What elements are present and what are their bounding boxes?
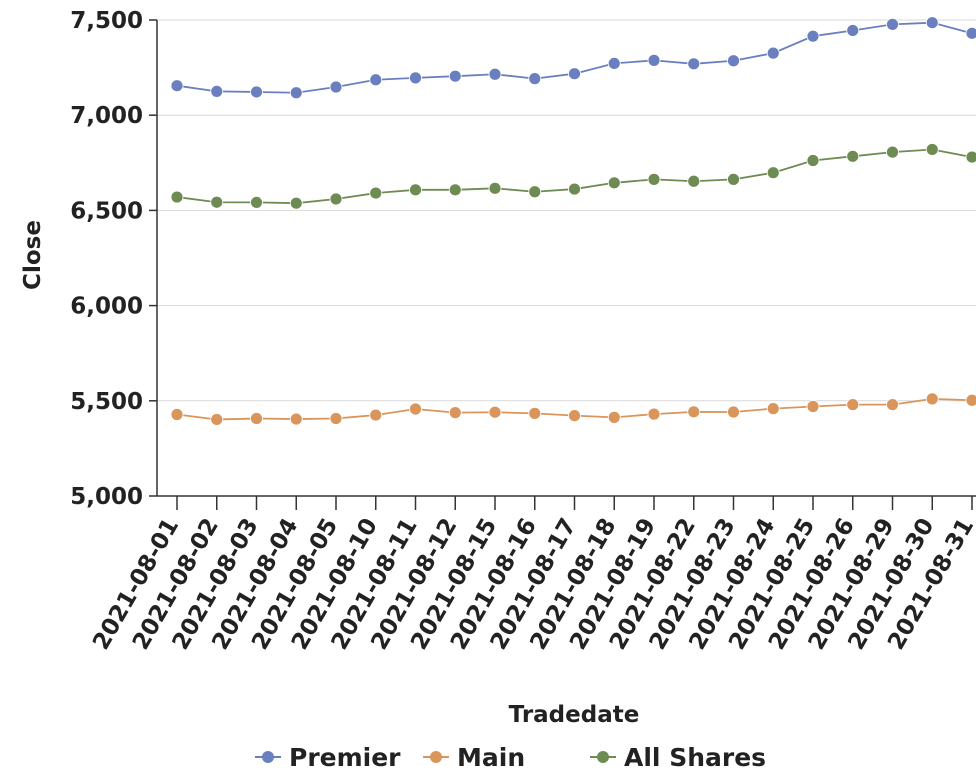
data-point-premier — [369, 73, 383, 87]
legend-marker-all-shares — [597, 751, 609, 763]
data-point-all-shares — [766, 166, 780, 180]
data-point-all-shares — [250, 196, 263, 209]
data-point-premier — [806, 29, 820, 43]
data-point-main — [329, 412, 343, 425]
axes: 5,0005,5006,0006,5007,0007,5002021-08-01… — [70, 8, 976, 654]
data-point-all-shares — [329, 192, 343, 206]
data-point-all-shares — [687, 174, 701, 188]
data-point-main — [846, 398, 860, 412]
series-premier — [170, 16, 976, 100]
data-point-all-shares — [210, 195, 224, 209]
data-point-main — [528, 406, 542, 420]
data-point-all-shares — [607, 176, 621, 190]
data-point-main — [210, 413, 224, 426]
data-point-main — [488, 405, 502, 419]
data-point-all-shares — [448, 183, 462, 197]
series-group — [170, 16, 976, 426]
data-point-all-shares — [647, 172, 661, 186]
legend-marker-premier — [262, 751, 274, 763]
data-point-main — [250, 412, 263, 425]
data-point-premier — [528, 72, 542, 86]
data-point-premier — [886, 17, 899, 31]
data-point-main — [687, 405, 701, 419]
legend: Premier Main All Shares — [255, 743, 766, 772]
data-point-premier — [289, 86, 303, 100]
data-point-all-shares — [409, 183, 422, 197]
data-point-main — [886, 398, 899, 412]
data-point-main — [369, 408, 383, 422]
data-point-premier — [687, 57, 701, 71]
y-tick-label: 5,000 — [70, 484, 143, 510]
data-point-main — [448, 406, 462, 420]
data-point-main — [409, 402, 422, 416]
legend-item-all-shares: All Shares — [590, 743, 766, 772]
data-point-main — [289, 412, 303, 426]
legend-marker-main — [430, 751, 442, 763]
y-tick-label: 7,500 — [70, 8, 143, 34]
data-point-all-shares — [528, 185, 542, 199]
data-point-premier — [250, 85, 263, 99]
data-point-all-shares — [806, 154, 820, 167]
data-point-premier — [210, 85, 224, 98]
data-point-premier — [607, 57, 621, 70]
y-tick-label: 5,500 — [70, 389, 143, 415]
data-point-main — [647, 407, 661, 421]
data-point-premier — [846, 24, 860, 37]
data-point-premier — [647, 53, 661, 67]
data-point-premier — [488, 67, 502, 81]
legend-label-main: Main — [457, 743, 525, 772]
data-point-all-shares — [369, 186, 383, 200]
series-all-shares — [170, 143, 976, 210]
data-point-premier — [925, 16, 939, 30]
legend-label-all-shares: All Shares — [624, 743, 766, 772]
x-axis-title: Tradedate — [509, 702, 640, 728]
data-point-main — [727, 405, 740, 419]
data-point-premier — [766, 46, 780, 60]
data-point-premier — [727, 54, 740, 68]
y-tick-label: 7,000 — [70, 103, 143, 129]
data-point-main — [965, 393, 976, 407]
data-point-main — [925, 392, 939, 406]
y-axis-title: Close — [20, 220, 46, 290]
data-point-premier — [329, 80, 343, 94]
data-point-premier — [448, 69, 462, 83]
legend-item-main: Main — [423, 743, 525, 772]
data-point-all-shares — [289, 196, 303, 210]
data-point-all-shares — [846, 149, 860, 163]
y-tick-label: 6,500 — [70, 198, 143, 224]
legend-label-premier: Premier — [289, 743, 401, 772]
data-point-premier — [170, 79, 184, 93]
data-point-all-shares — [886, 145, 899, 159]
data-point-all-shares — [488, 181, 502, 195]
series-main — [170, 392, 976, 426]
data-point-all-shares — [568, 182, 581, 196]
y-tick-label: 6,000 — [70, 294, 143, 320]
data-point-all-shares — [727, 172, 740, 186]
data-point-premier — [965, 26, 976, 40]
data-point-main — [806, 400, 820, 413]
legend-item-premier: Premier — [255, 743, 401, 772]
data-point-premier — [409, 71, 422, 85]
gridlines — [157, 19, 976, 402]
data-point-premier — [568, 67, 581, 81]
data-point-main — [568, 409, 581, 423]
data-point-main — [766, 402, 780, 416]
data-point-all-shares — [965, 150, 976, 164]
data-point-all-shares — [170, 190, 184, 204]
data-point-all-shares — [925, 143, 939, 156]
data-point-main — [607, 410, 621, 424]
data-point-main — [170, 408, 184, 421]
